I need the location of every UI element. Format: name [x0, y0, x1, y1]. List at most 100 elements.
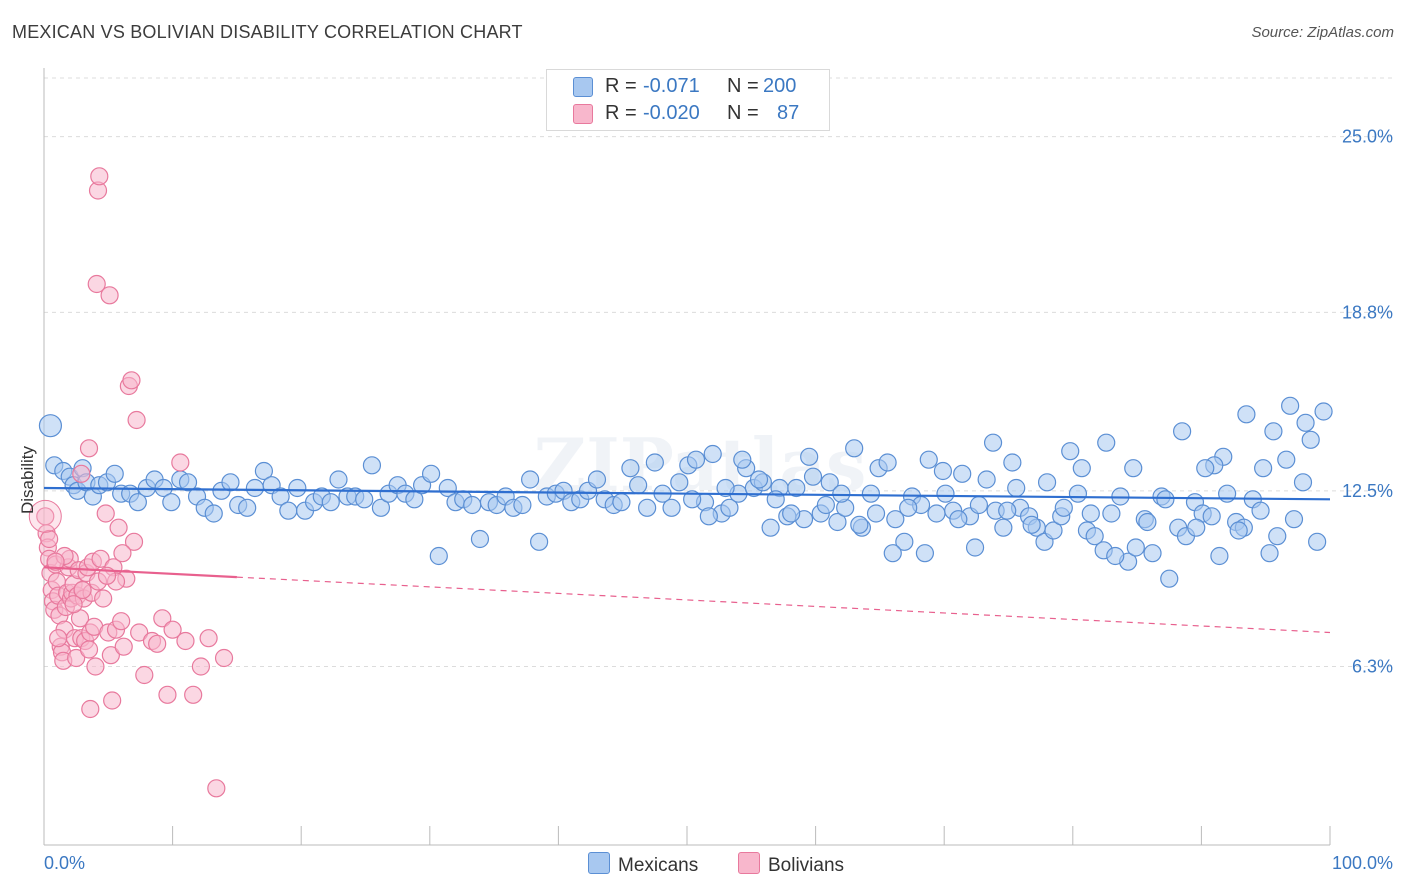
bolivian-point: [148, 634, 167, 653]
mexican-point: [1314, 402, 1333, 421]
mexican-point: [782, 504, 801, 523]
axes: [43, 68, 1331, 846]
mexican-point: [1308, 532, 1327, 551]
mexican-point: [899, 498, 918, 517]
bolivian-point: [91, 549, 110, 568]
mexican-point: [1254, 459, 1273, 478]
bolivian-point: [90, 167, 109, 186]
legend-r-value: -0.071: [643, 75, 700, 97]
mexican-point: [513, 495, 532, 515]
mexican-point: [866, 504, 886, 523]
bolivian-point: [163, 620, 182, 639]
mexican-point: [321, 493, 340, 512]
legend-item-bolivians[interactable]: Bolivians: [738, 852, 844, 877]
mexican-point: [254, 461, 274, 481]
mexican-point: [1068, 484, 1088, 503]
mexican-point: [221, 473, 240, 492]
mexican-point: [621, 459, 640, 478]
mexican-point: [638, 498, 657, 517]
bolivian-point: [49, 629, 68, 648]
legend-swatch-mexicans: [588, 852, 610, 874]
y-axis-label-wrap: Disability: [4, 400, 52, 560]
bolivian-point: [81, 699, 100, 719]
legend-n-label: N =: [727, 102, 759, 124]
stats-legend: R = -0.071 N = 200 R = -0.020 N = 87: [546, 69, 830, 131]
bolivian-point: [46, 552, 65, 571]
bolivian-point: [100, 286, 119, 305]
mexican-point: [915, 544, 935, 563]
legend-label-mexicans: Mexicans: [618, 855, 699, 876]
mexican-point: [1277, 450, 1296, 469]
legend-swatch-bolivians: [573, 104, 593, 124]
bolivian-point: [171, 453, 190, 472]
mexican-point: [1196, 459, 1215, 478]
mexican-point: [1102, 504, 1121, 523]
mexican-point: [816, 495, 835, 515]
bolivian-point: [72, 464, 91, 483]
chart-title: MEXICAN VS BOLIVIAN DISABILITY CORRELATI…: [12, 22, 523, 42]
mexican-point: [245, 478, 265, 498]
mexican-point: [1061, 442, 1080, 461]
mexican-point: [933, 461, 953, 481]
mexican-point: [521, 470, 540, 489]
mexican-point: [1003, 453, 1022, 472]
mexican-point: [662, 498, 681, 517]
mexican-point: [329, 470, 348, 489]
mexican-point: [371, 498, 391, 517]
mexican-point: [787, 478, 806, 498]
bolivian-point: [114, 637, 133, 656]
mexican-point: [162, 493, 181, 512]
mexican-point: [1081, 504, 1100, 523]
bolivian-point: [40, 529, 59, 549]
bolivian-point: [112, 612, 131, 631]
trendlines: [43, 486, 1331, 634]
bolivian-point: [207, 779, 226, 798]
mexican-point: [612, 493, 631, 512]
mexican-point: [828, 512, 847, 532]
mexican-point: [204, 504, 223, 523]
x-tick-label: 100.0%: [1332, 853, 1393, 873]
mexican-point: [1126, 538, 1145, 557]
trendline-mexicans: [43, 486, 1331, 501]
legend-swatch-mexicans: [573, 77, 593, 97]
bolivian-point: [101, 646, 120, 665]
mexican-point: [1044, 521, 1063, 540]
mexican-point: [1156, 490, 1175, 509]
legend-item-mexicans[interactable]: Mexicans: [588, 852, 698, 877]
mexican-point: [1022, 515, 1041, 534]
bolivian-point: [153, 609, 172, 628]
bolivian-point: [135, 665, 154, 685]
legend-r-label: R =: [605, 102, 637, 124]
mexican-point: [861, 484, 880, 503]
mexican-point: [1264, 422, 1283, 441]
mexican-point: [1281, 396, 1300, 415]
x-tick-label: 0.0%: [44, 853, 85, 873]
mexican-point: [178, 473, 198, 492]
mexican-point: [683, 490, 702, 509]
mexican-point: [105, 464, 124, 483]
mexican-point: [1260, 544, 1279, 563]
mexican-point: [421, 464, 441, 483]
legend-swatch-bolivians: [738, 852, 760, 874]
bolivian-point: [87, 274, 106, 294]
mexican-point: [1143, 544, 1162, 563]
mexican-point: [1106, 546, 1125, 566]
mexican-point: [1072, 459, 1091, 478]
bolivian-point: [191, 657, 210, 676]
mexican-point: [463, 495, 482, 515]
series-mexicans: [38, 396, 1333, 588]
mexican-point: [288, 478, 307, 498]
mexican-point: [1210, 546, 1229, 566]
mexican-point: [850, 515, 869, 534]
legend-row-mexicans: R = -0.071 N = 200: [547, 74, 829, 100]
mexican-point: [716, 478, 735, 498]
bolivian-point: [94, 589, 113, 608]
legend-r-label: R =: [605, 75, 637, 97]
mexican-point: [998, 501, 1017, 520]
mexican-point: [629, 476, 648, 495]
mexican-point: [1007, 478, 1026, 498]
bolivian-point: [103, 691, 122, 710]
mexican-point: [949, 510, 968, 529]
mexican-point: [1284, 510, 1304, 529]
mexican-point: [1218, 484, 1237, 503]
